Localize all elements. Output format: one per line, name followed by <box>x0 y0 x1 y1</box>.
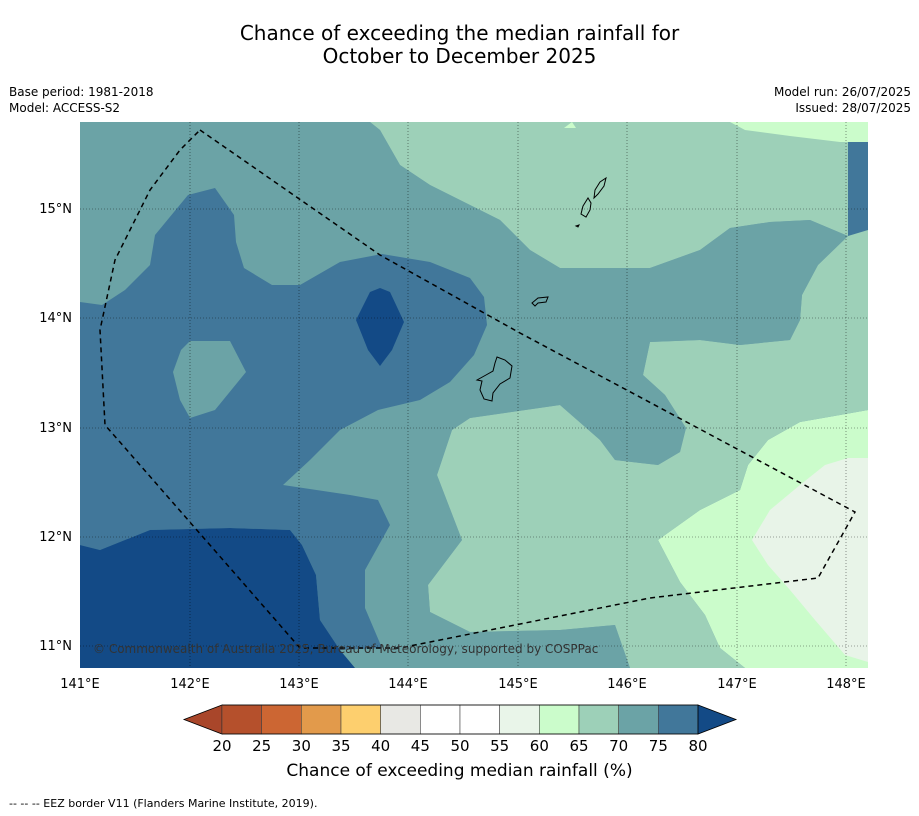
colorbar-tick-label: 35 <box>331 737 351 755</box>
colorbar-tick-label: 70 <box>609 737 629 755</box>
issued-date: Issued: 28/07/2025 <box>795 101 911 115</box>
colorbar-title: Chance of exceeding median rainfall (%) <box>286 761 633 781</box>
title-line-2: October to December 2025 <box>322 44 597 68</box>
meta-right: Model run: 26/07/2025 Issued: 28/07/2025 <box>774 84 911 116</box>
colorbar-swatch <box>221 704 262 735</box>
colorbar-swatch <box>301 704 342 735</box>
lon-tick-labels: 141°E 142°E 143°E 144°E 145°E 146°E 147°… <box>60 677 866 692</box>
meta-left: Base period: 1981-2018 Model: ACCESS-S2 <box>9 84 154 116</box>
colorbar-outline <box>222 704 698 735</box>
colorbar-tick-label: 20 <box>212 737 232 755</box>
model-name: Model: ACCESS-S2 <box>9 101 121 115</box>
lat-tick: 11°N <box>39 639 72 654</box>
colorbar-swatch <box>420 704 461 735</box>
colorbar-swatch <box>459 704 500 735</box>
colorbar-swatch <box>499 704 540 735</box>
lon-tick: 144°E <box>388 677 428 692</box>
tinian-island <box>580 197 592 218</box>
region-65-north <box>370 122 848 268</box>
base-period: Base period: 1981-2018 <box>9 85 154 99</box>
rota-island <box>531 296 549 307</box>
colorbar-swatch <box>658 704 699 735</box>
colorbar-swatch <box>618 704 659 735</box>
colorbar-swatch <box>539 704 580 735</box>
region-60-north <box>730 122 868 142</box>
title-line-1: Chance of exceeding the median rainfall … <box>239 21 680 45</box>
colorbar-swatch <box>578 704 619 735</box>
lon-tick: 145°E <box>498 677 538 692</box>
colorbar-extend-high <box>697 704 738 735</box>
lon-tick: 146°E <box>607 677 647 692</box>
lon-tick: 147°E <box>717 677 757 692</box>
lat-tick: 15°N <box>39 202 72 217</box>
aguijan-islet <box>574 224 580 228</box>
colorbar-tick-label: 65 <box>569 737 589 755</box>
region-60-north-fleck <box>564 122 576 128</box>
region-70-west-pocket <box>173 341 246 418</box>
region-65-southeast <box>428 230 868 668</box>
colorbar-tick-label: 60 <box>529 737 549 755</box>
model-run: Model run: 26/07/2025 <box>773 85 911 99</box>
eez-footnote: -- -- -- EEZ border V11 (Flanders Marine… <box>9 797 318 810</box>
map-title: Chance of exceeding the median rainfall … <box>0 22 919 68</box>
saipan-island <box>593 176 607 200</box>
rainfall-map: © Commonwealth of Australia 2025, Bureau… <box>80 122 868 668</box>
colorbar-tick-label: 80 <box>688 737 708 755</box>
colorbar-tick-label: 45 <box>410 737 430 755</box>
colorbar-tick-label: 30 <box>291 737 311 755</box>
lat-tick-labels: 15°N 14°N 13°N 12°N 11°N <box>39 202 72 654</box>
lon-tick: 143°E <box>279 677 319 692</box>
colorbar <box>182 704 738 735</box>
island-outlines <box>475 176 607 402</box>
lat-tick: 12°N <box>39 530 72 545</box>
region-55-east <box>752 458 868 662</box>
gridlines <box>80 122 868 668</box>
lon-tick: 142°E <box>170 677 210 692</box>
lon-tick: 148°E <box>826 677 866 692</box>
colorbar-swatch <box>380 704 421 735</box>
lon-tick: 141°E <box>60 677 100 692</box>
colorbar-tick-label: 25 <box>252 737 272 755</box>
eez-border <box>99 129 857 649</box>
colorbar-tick-label: 75 <box>648 737 668 755</box>
colorbar-swatch <box>261 704 302 735</box>
colorbar-swatch <box>340 704 381 735</box>
lat-tick: 14°N <box>39 311 72 326</box>
colorbar-tick-label: 40 <box>371 737 391 755</box>
copyright-text: © Commonwealth of Australia 2025, Bureau… <box>93 642 598 656</box>
lat-tick: 13°N <box>39 421 72 436</box>
colorbar-tick-label: 50 <box>450 737 470 755</box>
colorbar-tick-label: 55 <box>490 737 510 755</box>
region-80-central-blob <box>356 288 404 366</box>
guam-island <box>475 356 513 402</box>
colorbar-extend-low <box>182 704 223 735</box>
